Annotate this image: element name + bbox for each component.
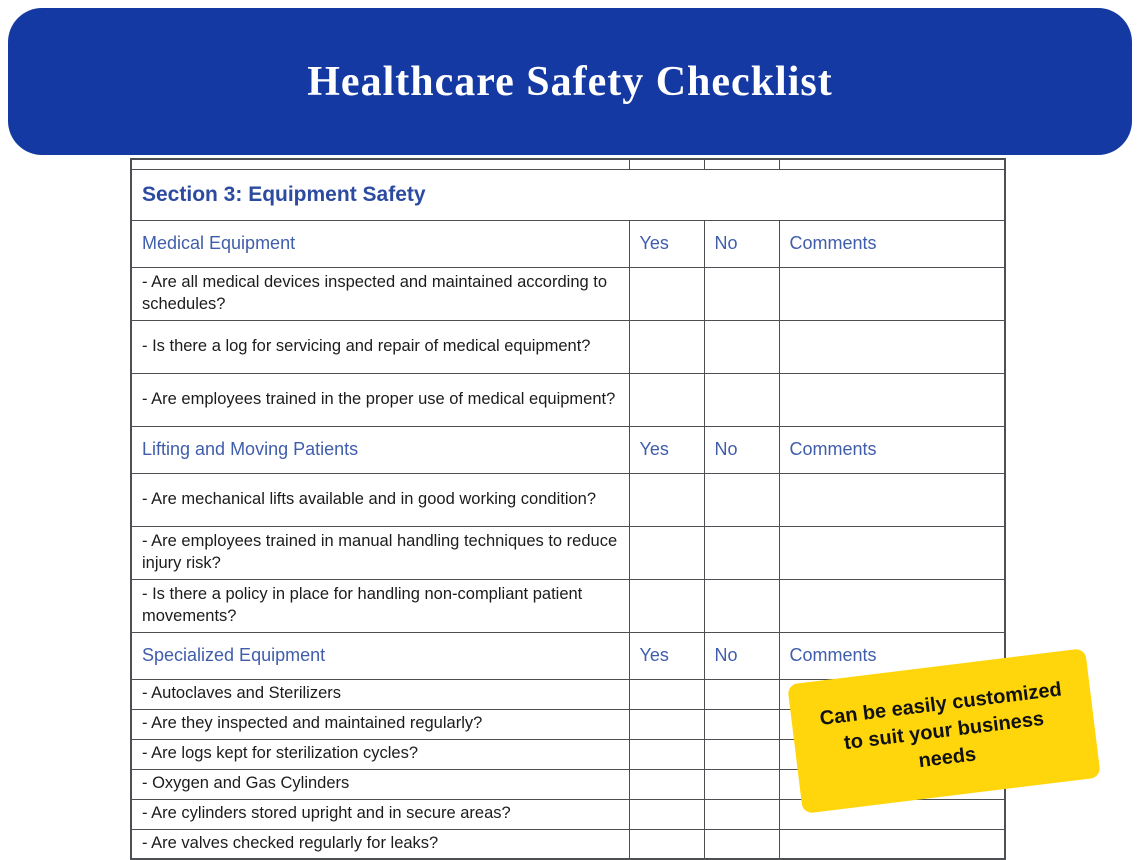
comments-cell xyxy=(778,472,1006,527)
no-cell xyxy=(703,578,780,633)
comments-cell xyxy=(778,372,1006,427)
table-row xyxy=(130,158,1006,170)
spacer-cell xyxy=(130,158,630,170)
question-row: - Are valves checked regularly for leaks… xyxy=(130,828,1006,860)
group-title: Specialized Equipment xyxy=(130,631,630,680)
comments-cell xyxy=(778,525,1006,580)
column-header-comments: Comments xyxy=(778,219,1006,268)
spacer-cell xyxy=(778,158,1006,170)
yes-cell xyxy=(628,266,705,321)
group-title: Lifting and Moving Patients xyxy=(130,425,630,474)
question-text: - Are cylinders stored upright and in se… xyxy=(130,798,630,830)
yes-cell xyxy=(628,678,705,710)
yes-cell xyxy=(628,708,705,740)
no-cell xyxy=(703,266,780,321)
column-header-yes: Yes xyxy=(628,219,705,268)
no-cell xyxy=(703,678,780,710)
question-text: - Autoclaves and Sterilizers xyxy=(130,678,630,710)
question-text: - Oxygen and Gas Cylinders xyxy=(130,768,630,800)
comments-cell xyxy=(778,828,1006,860)
comments-cell xyxy=(778,319,1006,374)
no-cell xyxy=(703,828,780,860)
group-header-specialized-equipment: Specialized Equipment Yes No Comments xyxy=(130,631,1006,680)
comments-cell xyxy=(778,266,1006,321)
section-title: Section 3: Equipment Safety xyxy=(130,168,1006,221)
yes-cell xyxy=(628,525,705,580)
question-text: - Are all medical devices inspected and … xyxy=(130,266,630,321)
yes-cell xyxy=(628,578,705,633)
question-text: - Is there a policy in place for handlin… xyxy=(130,578,630,633)
group-header-medical-equipment: Medical Equipment Yes No Comments xyxy=(130,219,1006,268)
question-text: - Are mechanical lifts available and in … xyxy=(130,472,630,527)
column-header-no: No xyxy=(703,631,780,680)
sticky-note-line: needs xyxy=(917,742,978,772)
yes-cell xyxy=(628,319,705,374)
yes-cell xyxy=(628,798,705,830)
column-header-yes: Yes xyxy=(628,631,705,680)
question-row: - Is there a policy in place for handlin… xyxy=(130,578,1006,633)
yes-cell xyxy=(628,472,705,527)
section-header-row: Section 3: Equipment Safety xyxy=(130,168,1006,221)
spacer-cell xyxy=(703,158,780,170)
column-header-yes: Yes xyxy=(628,425,705,474)
column-header-no: No xyxy=(703,425,780,474)
no-cell xyxy=(703,708,780,740)
question-row: - Is there a log for servicing and repai… xyxy=(130,319,1006,374)
question-row: - Are employees trained in manual handli… xyxy=(130,525,1006,580)
question-text: - Are they inspected and maintained regu… xyxy=(130,708,630,740)
comments-cell xyxy=(778,578,1006,633)
spacer-cell xyxy=(628,158,705,170)
question-row: - Are all medical devices inspected and … xyxy=(130,266,1006,321)
group-title: Medical Equipment xyxy=(130,219,630,268)
page-title: Healthcare Safety Checklist xyxy=(307,58,833,105)
no-cell xyxy=(703,472,780,527)
question-row: - Are mechanical lifts available and in … xyxy=(130,472,1006,527)
no-cell xyxy=(703,372,780,427)
no-cell xyxy=(703,319,780,374)
question-text: - Are valves checked regularly for leaks… xyxy=(130,828,630,860)
no-cell xyxy=(703,738,780,770)
question-text: - Are employees trained in the proper us… xyxy=(130,372,630,427)
banner: Healthcare Safety Checklist xyxy=(8,8,1132,155)
question-text: - Are logs kept for sterilization cycles… xyxy=(130,738,630,770)
question-text: - Are employees trained in manual handli… xyxy=(130,525,630,580)
yes-cell xyxy=(628,768,705,800)
question-row: - Are employees trained in the proper us… xyxy=(130,372,1006,427)
no-cell xyxy=(703,525,780,580)
column-header-no: No xyxy=(703,219,780,268)
no-cell xyxy=(703,798,780,830)
yes-cell xyxy=(628,738,705,770)
yes-cell xyxy=(628,828,705,860)
column-header-comments: Comments xyxy=(778,425,1006,474)
no-cell xyxy=(703,768,780,800)
question-text: - Is there a log for servicing and repai… xyxy=(130,319,630,374)
group-header-lifting-moving-patients: Lifting and Moving Patients Yes No Comme… xyxy=(130,425,1006,474)
yes-cell xyxy=(628,372,705,427)
